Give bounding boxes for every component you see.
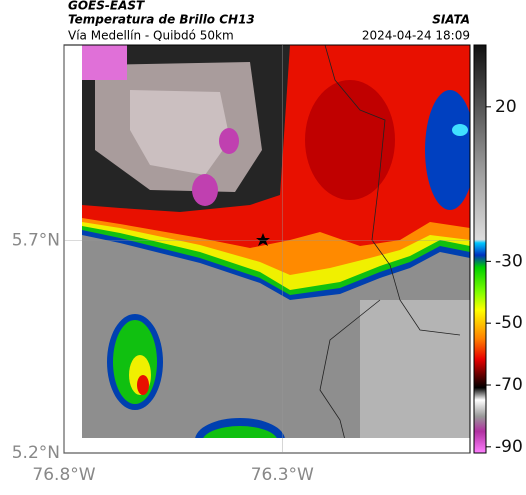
colorbar-tick-label: -70 bbox=[495, 375, 523, 395]
satellite-image bbox=[82, 45, 470, 438]
datetime: 2024-04-24 18:09 bbox=[362, 29, 470, 43]
y-tick-label: 5.7°N bbox=[12, 231, 60, 251]
colorbar-tick-label: -90 bbox=[495, 437, 523, 457]
x-tick-label: 76.3°W bbox=[251, 465, 314, 485]
colorbar-tick-label: -30 bbox=[495, 251, 523, 271]
org: SIATA bbox=[432, 13, 470, 27]
title: Temperatura de Brillo CH13 bbox=[68, 13, 255, 27]
colorbar-tick-label: -50 bbox=[495, 313, 523, 333]
x-tick-label: 76.8°W bbox=[32, 465, 95, 485]
y-tick-label: 5.2°N bbox=[12, 443, 60, 463]
source: GOES-EAST bbox=[68, 0, 145, 13]
colorbar-tick-label: 20 bbox=[495, 97, 517, 117]
colorbar bbox=[473, 44, 487, 454]
subtitle: Vía Medellín - Quibdó 50km bbox=[68, 29, 234, 43]
